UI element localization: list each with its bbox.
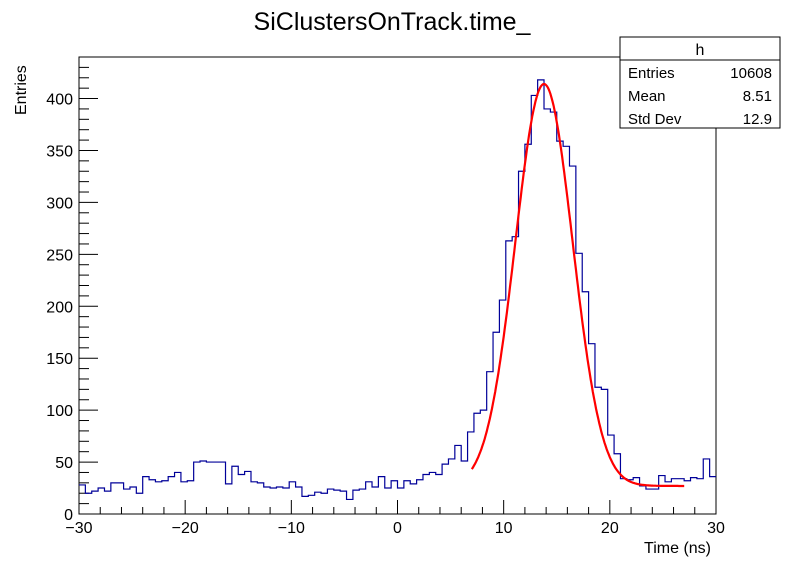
y-tick-label: 200 <box>46 299 73 316</box>
stats-entries-label: Entries <box>628 65 675 82</box>
stats-box: h Entries 10608 Mean 8.51 Std Dev 12.9 <box>619 36 781 129</box>
x-tick-label: −10 <box>278 520 305 537</box>
y-tick-label: 400 <box>46 92 73 109</box>
x-tick-label: 30 <box>707 520 725 537</box>
y-tick-label: 250 <box>46 247 73 264</box>
y-tick-labels: 0 50 100 150 200 250 300 350 400 <box>46 92 73 524</box>
x-axis-label: Time (ns) <box>644 540 711 557</box>
y-tick-label: 0 <box>64 507 73 524</box>
fit-curve <box>470 82 685 488</box>
stats-mean-value: 8.51 <box>743 88 772 105</box>
x-tick-label: −30 <box>65 520 92 537</box>
histogram-line <box>79 79 716 501</box>
stats-entries-value: 10608 <box>730 65 772 82</box>
x-tick-label: 20 <box>601 520 619 537</box>
stats-stddev-value: 12.9 <box>743 111 772 128</box>
axis-ticks <box>78 56 717 515</box>
x-tick-labels: −30 −20 −10 0 10 20 30 <box>65 520 725 537</box>
y-tick-label: 300 <box>46 195 73 212</box>
y-axis-label: Entries <box>13 65 30 115</box>
chart-title: SiClustersOnTrack.time_ <box>254 8 532 36</box>
y-tick-label: 350 <box>46 143 73 160</box>
y-tick-label: 150 <box>46 351 73 368</box>
y-tick-label: 100 <box>46 403 73 420</box>
stats-stddev-label: Std Dev <box>628 111 682 128</box>
stats-mean-label: Mean <box>628 88 666 105</box>
y-tick-label: 50 <box>55 455 73 472</box>
x-tick-label: 10 <box>495 520 513 537</box>
x-tick-label: −20 <box>172 520 199 537</box>
stats-title: h <box>696 42 705 59</box>
x-tick-label: 0 <box>393 520 402 537</box>
